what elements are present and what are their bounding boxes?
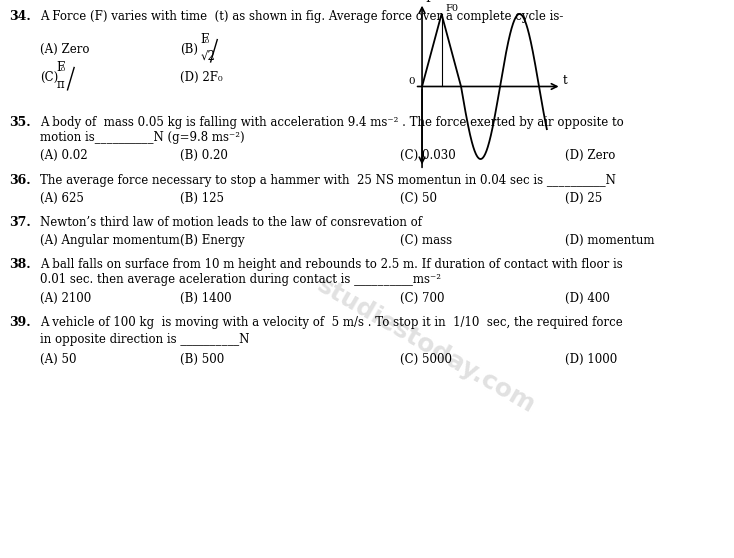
Text: (A) Angular momentum: (A) Angular momentum [40, 234, 180, 247]
Text: (B): (B) [180, 43, 198, 56]
Text: (B) 500: (B) 500 [180, 353, 224, 365]
Text: A ball falls on surface from 10 m height and rebounds to 2.5 m. If duration of c: A ball falls on surface from 10 m height… [40, 258, 623, 271]
Text: in opposite direction is __________N: in opposite direction is __________N [40, 333, 250, 346]
Text: (A) 50: (A) 50 [40, 353, 77, 365]
Text: 36.: 36. [10, 174, 31, 187]
Text: A Force (F) varies with time  (t) as shown in fig. Average force over a complete: A Force (F) varies with time (t) as show… [40, 9, 564, 22]
Text: ₀: ₀ [205, 36, 209, 45]
Text: The average force necessary to stop a hammer with  25 NS momentun in 0.04 sec is: The average force necessary to stop a ha… [40, 174, 617, 187]
Text: (B) 0.20: (B) 0.20 [180, 149, 228, 162]
Text: A vehicle of 100 kg  is moving with a velocity of  5 m/s . To stop it in  1/10  : A vehicle of 100 kg is moving with a vel… [40, 316, 623, 329]
Text: (D) momentum: (D) momentum [565, 234, 655, 247]
Text: (A) 0.02: (A) 0.02 [40, 149, 88, 162]
Text: 0: 0 [409, 76, 415, 86]
Text: 35.: 35. [10, 116, 31, 128]
Text: studiestoday.com: studiestoday.com [313, 273, 539, 418]
Text: (C) 50: (C) 50 [400, 192, 437, 205]
Text: F0: F0 [446, 4, 458, 13]
Text: (C) mass: (C) mass [400, 234, 452, 247]
Text: t: t [563, 74, 567, 86]
Text: (D) 400: (D) 400 [565, 292, 610, 305]
Text: (A) 2100: (A) 2100 [40, 292, 92, 305]
Text: 37.: 37. [10, 216, 32, 229]
Text: (B) Energy: (B) Energy [180, 234, 244, 247]
Text: (D) 1000: (D) 1000 [565, 353, 617, 365]
Text: (A) Zero: (A) Zero [40, 43, 90, 56]
Text: (C) 700: (C) 700 [400, 292, 445, 305]
Text: 0.01 sec. then average aceleration during contact is __________ms⁻²: 0.01 sec. then average aceleration durin… [40, 273, 441, 286]
Text: √2: √2 [200, 50, 215, 62]
Text: (D) 2F₀: (D) 2F₀ [180, 71, 222, 84]
Text: ₀: ₀ [61, 64, 65, 73]
Text: 38.: 38. [10, 258, 31, 271]
Text: π: π [57, 78, 64, 90]
Text: A body of  mass 0.05 kg is falling with acceleration 9.4 ms⁻² . The force exerte: A body of mass 0.05 kg is falling with a… [40, 116, 624, 128]
Text: (D) Zero: (D) Zero [565, 149, 616, 162]
Text: (B) 1400: (B) 1400 [180, 292, 231, 305]
Text: Newton’s third law of motion leads to the law of consrevation of: Newton’s third law of motion leads to th… [40, 216, 422, 229]
Text: (B) 125: (B) 125 [180, 192, 224, 205]
Text: F: F [200, 33, 208, 46]
Text: 34.: 34. [10, 9, 32, 22]
Text: (D) 25: (D) 25 [565, 192, 603, 205]
Text: (C): (C) [40, 71, 59, 84]
Text: (C) 5000: (C) 5000 [400, 353, 452, 365]
Text: (C) 0.030: (C) 0.030 [400, 149, 456, 162]
Text: motion is__________N (g=9.8 ms⁻²): motion is__________N (g=9.8 ms⁻²) [40, 131, 245, 143]
Text: (A) 625: (A) 625 [40, 192, 84, 205]
Text: 39.: 39. [10, 316, 31, 329]
Text: F: F [426, 0, 434, 4]
Text: F: F [57, 61, 65, 74]
